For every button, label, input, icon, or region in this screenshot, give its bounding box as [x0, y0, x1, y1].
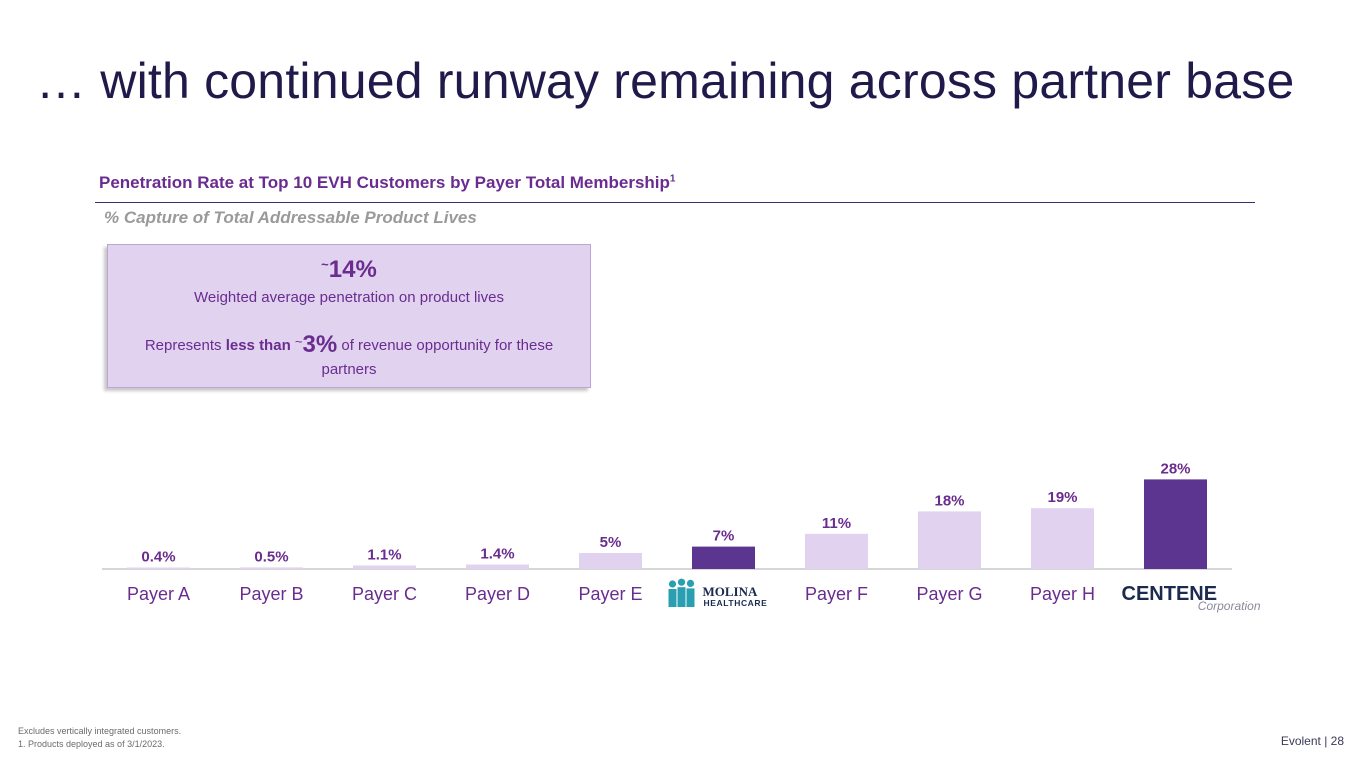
data-label-4: 1.4%	[480, 546, 514, 563]
category-label-1: Payer A	[127, 584, 190, 604]
molina-sub: HEALTHCARE	[704, 598, 768, 608]
data-label-5: 5%	[600, 534, 622, 551]
category-label-2: Payer B	[239, 584, 303, 604]
category-label-8: Payer G	[916, 584, 982, 604]
data-label-10: 28%	[1160, 460, 1190, 477]
page-footer: Evolent | 28	[1280, 734, 1344, 748]
chart-section-header: Penetration Rate at Top 10 EVH Customers…	[99, 173, 675, 193]
bar-3	[353, 565, 416, 569]
footnote-deployment: 1. Products deployed as of 3/1/2023.	[18, 739, 165, 749]
centene-sub: Corporation	[1198, 599, 1261, 613]
weighted-penetration-value: ~14%	[108, 256, 590, 284]
note-pct: 3%	[302, 331, 338, 358]
weighted-penetration-caption: Weighted average penetration on product …	[194, 289, 504, 306]
page-title: … with continued runway remaining across…	[36, 53, 1295, 109]
category-label-3: Payer C	[352, 584, 417, 604]
data-label-7: 11%	[822, 515, 851, 532]
penetration-bar-chart: 0.4% 0.5% 1.1% 1.4% 5% 7% 11% 18% 19% 28% Payer A P…	[102, 460, 1261, 613]
bar-9	[1031, 508, 1094, 569]
note-suffix: of revenue opportunity for these partner…	[321, 337, 554, 378]
bar-6	[692, 546, 755, 569]
approx-tilde: ~	[321, 257, 329, 272]
bar-1	[127, 567, 190, 569]
bar-10	[1144, 479, 1207, 569]
bar-5	[579, 553, 642, 569]
data-label-3: 1.1%	[367, 546, 401, 563]
bar-7	[805, 533, 868, 569]
bar-8	[918, 511, 981, 569]
big-value-text: 14%	[328, 256, 377, 283]
data-label-2: 0.5%	[254, 548, 288, 565]
bar-2	[240, 567, 303, 569]
note-bold: less than	[225, 337, 291, 354]
category-label-7: Payer F	[805, 584, 868, 604]
header-divider	[95, 202, 1255, 203]
data-label-8: 18%	[934, 492, 964, 509]
summary-callout-box: ~14% Weighted average penetration on pro…	[107, 244, 591, 388]
revenue-opportunity-note: Represents less than ~3% of revenue oppo…	[118, 333, 580, 382]
category-label-5: Payer E	[578, 584, 642, 604]
footnote-marker: 1	[669, 173, 676, 185]
section-header-text: Penetration Rate at Top 10 EVH Customers…	[99, 173, 670, 192]
category-label-9: Payer H	[1030, 584, 1095, 604]
centene-name: CENTENE	[1122, 583, 1218, 605]
note-tilde: ~	[294, 334, 303, 349]
chart-subtitle: % Capture of Total Addressable Product L…	[104, 208, 477, 227]
bar-4	[466, 564, 529, 569]
note-prefix: Represents	[144, 337, 226, 354]
data-label-1: 0.4%	[141, 549, 175, 566]
category-label-4: Payer D	[465, 584, 530, 604]
data-label-6: 7%	[713, 528, 735, 545]
footnote-exclusion: Excludes vertically integrated customers…	[18, 726, 182, 736]
molina-name: MOLINA	[703, 584, 759, 599]
data-label-9: 19%	[1047, 489, 1077, 506]
